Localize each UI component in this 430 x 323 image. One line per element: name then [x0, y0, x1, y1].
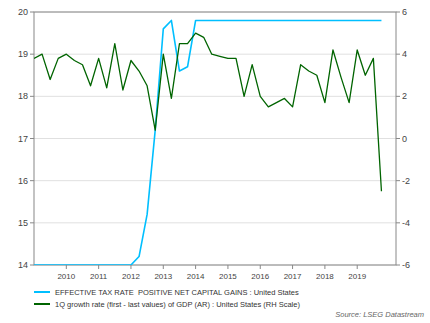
y-tick-label: 17 [18, 134, 28, 144]
x-tick-label: 2013 [154, 272, 172, 281]
y2-tick-label: -6 [402, 260, 410, 270]
x-tick [163, 265, 164, 269]
x-tick [195, 265, 196, 269]
source-note: Source: LSEG Datastream [335, 310, 424, 319]
y2-tick [396, 96, 400, 97]
grid [34, 12, 396, 265]
legend-label: EFFECTIVE TAX RATE POSITIVE NET CAPITAL … [55, 288, 299, 297]
y2-tick-label: 2 [402, 91, 407, 101]
y2-tick [396, 138, 400, 139]
y-tick [30, 222, 34, 223]
x-tick-label: 2019 [348, 272, 366, 281]
y-tick-label: 15 [18, 218, 28, 228]
grid-line [34, 96, 396, 97]
y-tick [30, 265, 34, 266]
x-tick [227, 265, 228, 269]
y-axis: 14 15 16 17 18 19 20 [18, 7, 34, 270]
x-tick [66, 265, 67, 269]
y2-tick-label: 0 [402, 134, 407, 144]
y-tick [30, 96, 34, 97]
x-axis: 2010 2011 2012 2013 2014 2015 2016 2017 2018 2019 [57, 265, 366, 281]
x-tick [324, 265, 325, 269]
grid-line [34, 222, 396, 223]
x-tick-label: 2011 [90, 272, 108, 281]
x-tick-label: 2012 [122, 272, 140, 281]
y2-axis: -6 -4 -2 0 2 4 6 [396, 7, 410, 270]
x-tick-label: 2018 [316, 272, 334, 281]
x-tick [292, 265, 293, 269]
x-tick [357, 265, 358, 269]
legend-label: 1Q growth rate (first - last values) of … [55, 300, 300, 309]
chart: 14 15 16 17 18 19 20 -6 -4 -2 0 2 4 6 2010 2011 2012 2013… [0, 0, 430, 323]
y-tick-label: 19 [18, 49, 28, 59]
grid-line [34, 180, 396, 181]
y2-tick [396, 180, 400, 181]
x-tick [260, 265, 261, 269]
y2-tick-label: -4 [402, 218, 410, 228]
y2-tick-label: 4 [402, 49, 407, 59]
series-group [34, 20, 381, 265]
grid-line [34, 138, 396, 139]
x-tick-label: 2014 [187, 272, 205, 281]
legend: EFFECTIVE TAX RATE POSITIVE NET CAPITAL … [34, 288, 300, 309]
series-line [34, 20, 381, 265]
y-tick [30, 180, 34, 181]
legend-swatch [34, 291, 50, 293]
plot-frame [34, 12, 396, 265]
x-tick [130, 265, 131, 269]
y2-tick [396, 54, 400, 55]
y-tick [30, 54, 34, 55]
y2-tick [396, 12, 400, 13]
y2-tick [396, 222, 400, 223]
y-tick-label: 14 [18, 260, 28, 270]
x-tick-label: 2010 [57, 272, 75, 281]
y-tick [30, 12, 34, 13]
x-tick [98, 265, 99, 269]
y-tick-label: 18 [18, 91, 28, 101]
legend-swatch [34, 303, 50, 305]
series-line [34, 33, 381, 191]
y2-tick [396, 265, 400, 266]
x-tick-label: 2015 [219, 272, 237, 281]
x-tick-label: 2017 [284, 272, 302, 281]
y2-tick-label: -2 [402, 176, 410, 186]
x-tick-label: 2016 [251, 272, 269, 281]
y-tick [30, 138, 34, 139]
y2-tick-label: 6 [402, 7, 407, 17]
y-tick-label: 16 [18, 176, 28, 186]
y-tick-label: 20 [18, 7, 28, 17]
